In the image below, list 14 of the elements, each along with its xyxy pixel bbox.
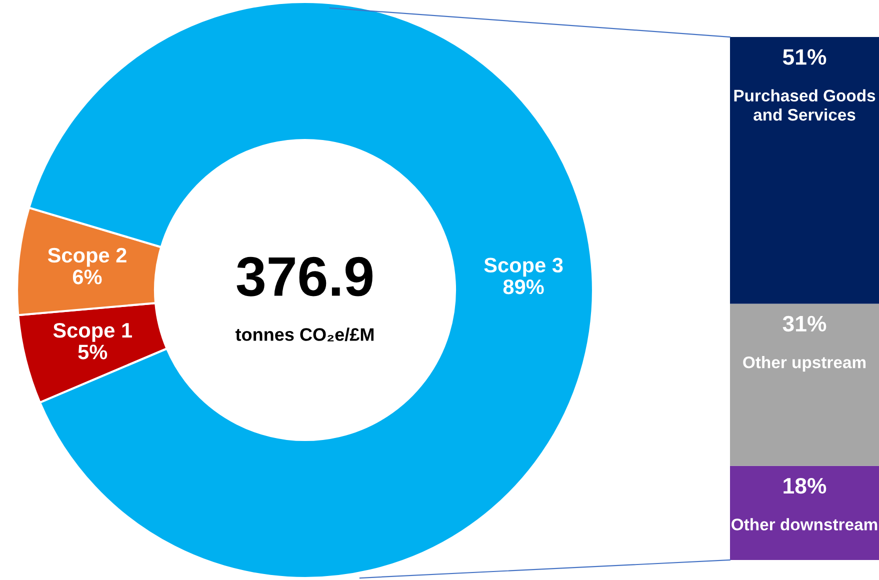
data-label: 51% (782, 49, 826, 65)
series-label: Other downstream (732, 518, 878, 530)
data-label: 18% (784, 478, 826, 494)
data-label: 5% (78, 344, 108, 360)
text: tonnes CO₂e/£M (236, 328, 374, 342)
series-label: Other upstream (743, 356, 866, 372)
data-label: 31% (782, 316, 826, 332)
series-label: Purchased Goods and Services (734, 89, 876, 121)
text: 376.9 (236, 256, 372, 296)
slice-label: Scope 3 (484, 258, 563, 277)
slice-label: Scope 1 (53, 322, 132, 342)
slice-label: Scope 2 (48, 248, 126, 267)
data-label: 89% (503, 279, 544, 294)
data-label: 6% (72, 270, 102, 284)
